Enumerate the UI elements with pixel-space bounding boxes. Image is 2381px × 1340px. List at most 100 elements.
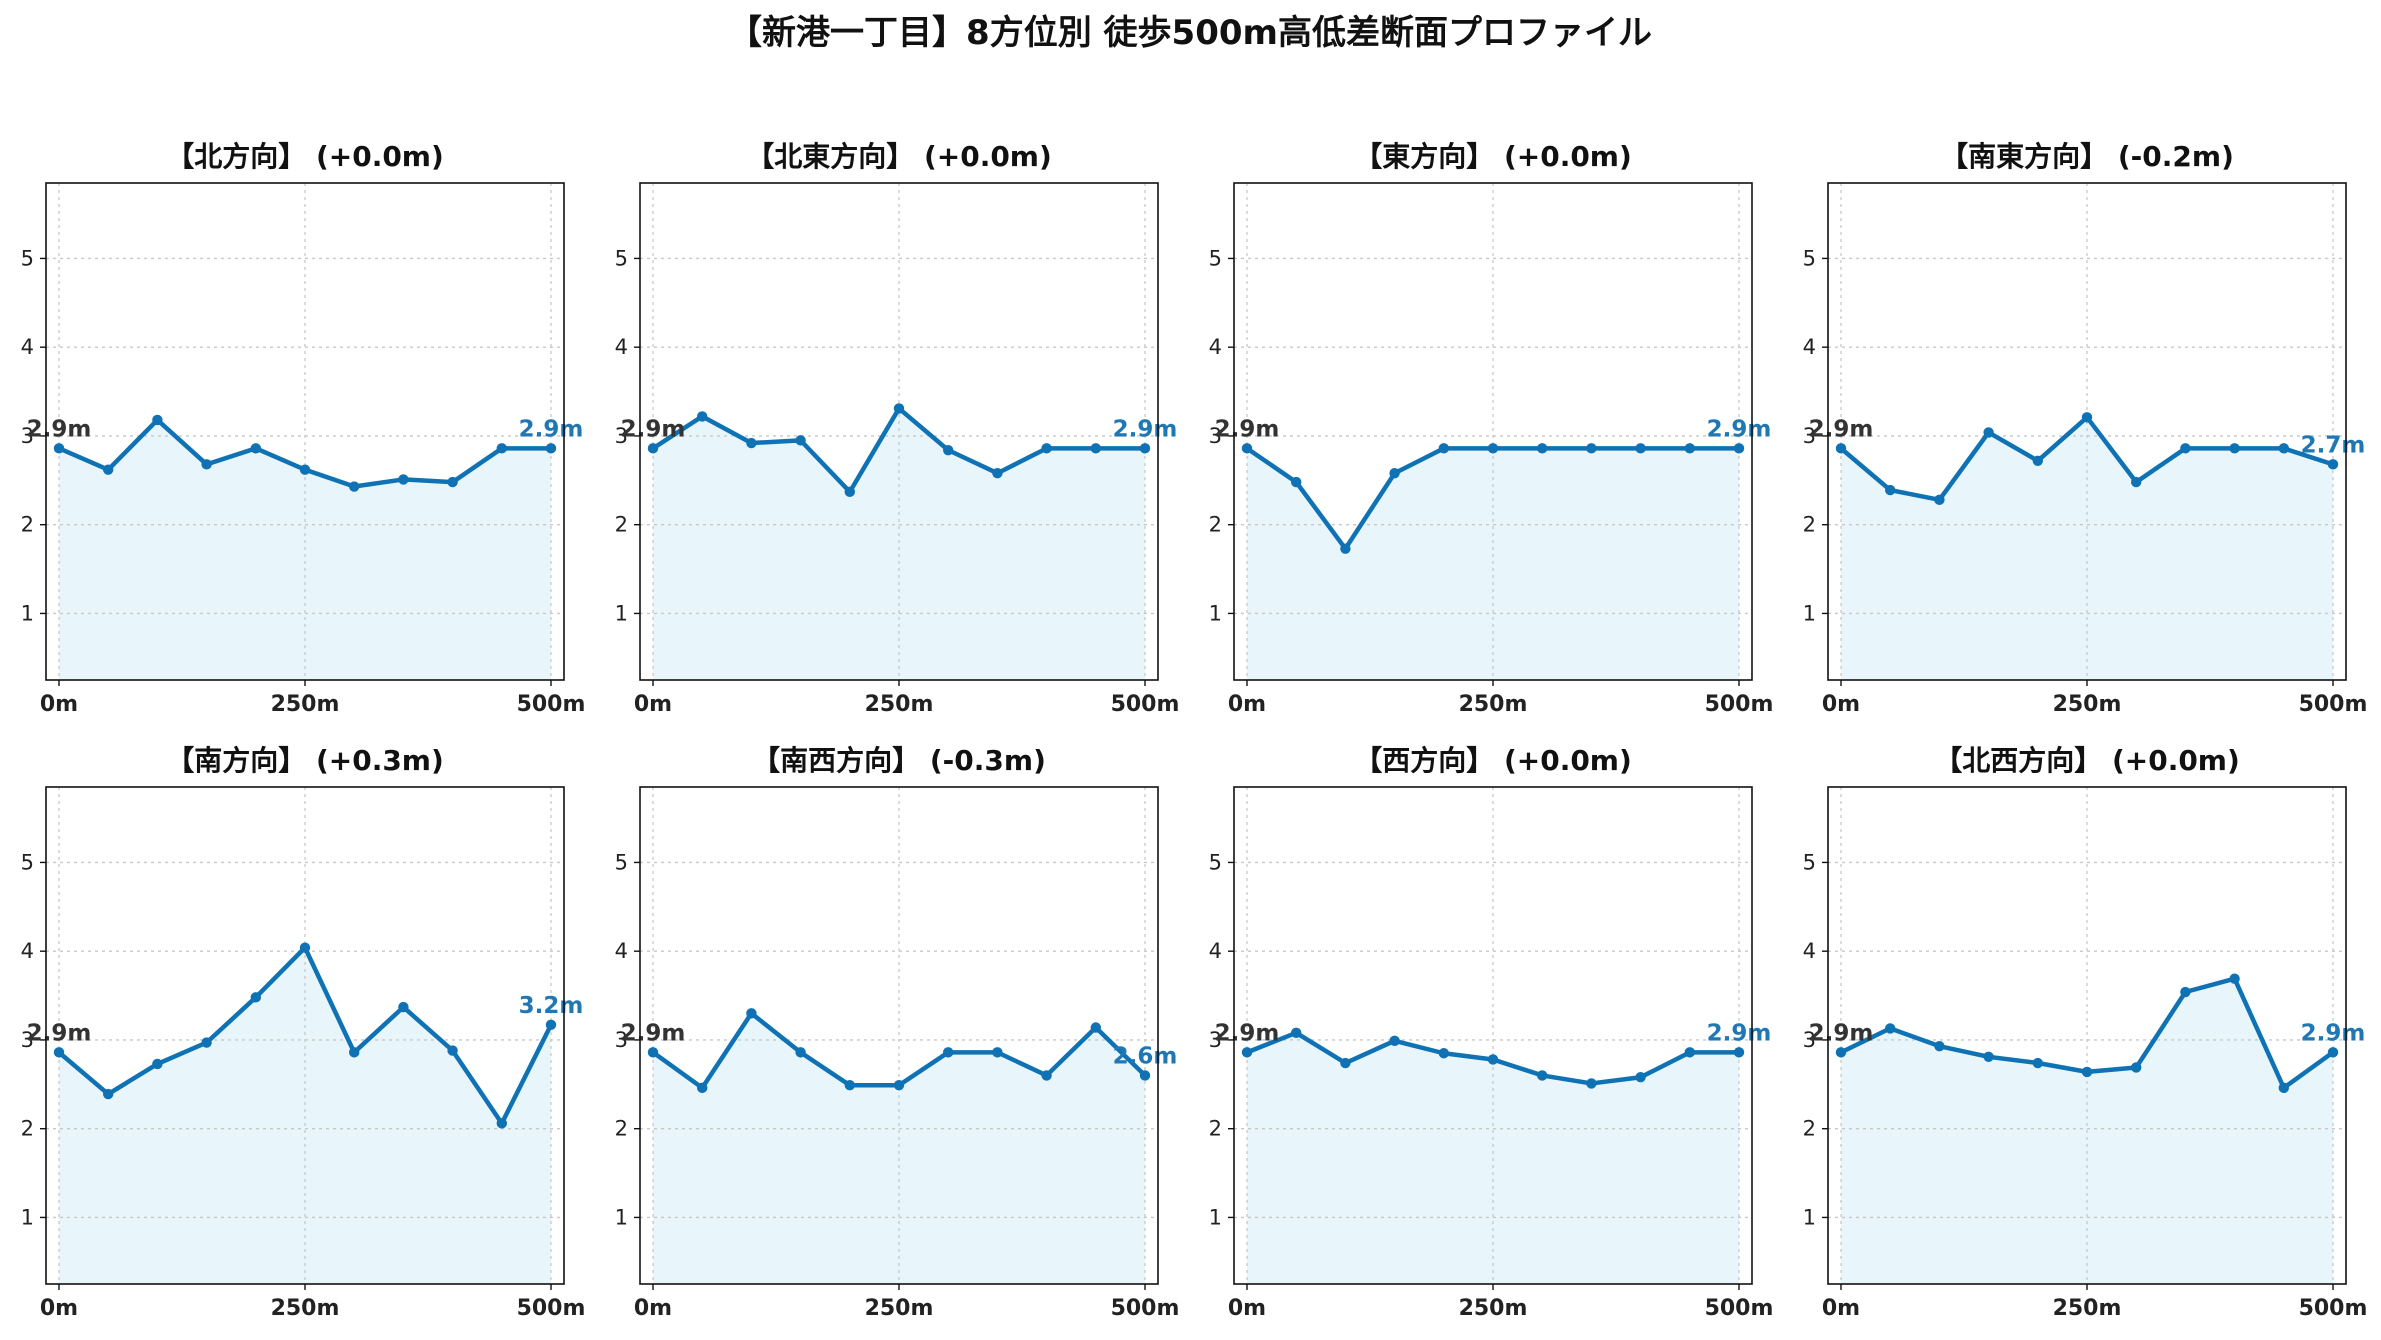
data-point bbox=[1291, 1027, 1302, 1039]
panel-title: 【北東方向】 (+0.0m) bbox=[746, 140, 1052, 173]
data-point bbox=[1885, 1023, 1896, 1034]
end-elevation-label: 2.9m bbox=[1113, 416, 1178, 442]
y-tick-label: 2 bbox=[615, 1117, 628, 1141]
y-tick-label: 2 bbox=[1803, 1117, 1816, 1141]
data-point bbox=[943, 1047, 954, 1058]
panel-2: 【東方向】 (+0.0m) 1 2 3 4 5 0m 250m 500m 2.9m 2.9m bbox=[1209, 140, 1774, 717]
y-tick-label: 2 bbox=[21, 1117, 34, 1141]
data-point bbox=[2032, 1057, 2044, 1069]
x-tick-label: 250m bbox=[2053, 692, 2122, 717]
y-tick-label: 2 bbox=[1209, 1117, 1222, 1141]
y-tick-label: 5 bbox=[1803, 850, 1816, 874]
x-tick-label: 500m bbox=[517, 692, 586, 717]
data-point bbox=[1241, 1047, 1253, 1058]
data-point bbox=[1586, 1078, 1597, 1089]
y-tick-label: 1 bbox=[1803, 1205, 1816, 1229]
plot-frame bbox=[1233, 182, 1753, 681]
plot-frame bbox=[1827, 786, 2347, 1285]
data-point bbox=[349, 1047, 360, 1058]
data-point bbox=[1835, 1047, 1847, 1058]
data-point bbox=[447, 1045, 458, 1056]
y-tick-label: 2 bbox=[615, 513, 628, 537]
data-point bbox=[647, 1047, 659, 1058]
data-point bbox=[795, 435, 806, 446]
data-point bbox=[103, 1088, 114, 1100]
y-tick-label: 3 bbox=[1803, 424, 1816, 448]
data-point bbox=[697, 1082, 708, 1094]
panel-5: 【南西方向】 (-0.3m) 1 2 3 4 5 0m 250m 500m 2.9m 2.6m bbox=[615, 744, 1180, 1321]
panel-title: 【西方向】 (+0.0m) bbox=[1354, 744, 1632, 777]
panel-title: 【北方向】 (+0.0m) bbox=[166, 140, 444, 173]
x-tick-label: 250m bbox=[271, 692, 340, 717]
data-point bbox=[2081, 1066, 2093, 1078]
x-tick-label: 0m bbox=[1228, 1296, 1266, 1321]
data-point bbox=[53, 443, 65, 454]
data-point bbox=[647, 443, 659, 454]
data-point bbox=[1537, 443, 1548, 454]
data-point bbox=[697, 411, 708, 422]
end-elevation-label: 2.7m bbox=[2301, 432, 2366, 458]
data-point bbox=[1487, 1054, 1499, 1065]
data-point bbox=[1487, 443, 1499, 454]
data-point bbox=[2180, 986, 2191, 998]
data-point bbox=[1635, 1072, 1646, 1083]
data-point bbox=[2081, 412, 2093, 423]
data-point bbox=[1684, 1047, 1696, 1058]
data-point bbox=[201, 1037, 212, 1048]
data-point bbox=[1041, 1070, 1052, 1081]
panel-0: 【北方向】 (+0.0m) 1 2 3 4 5 0m 250m 500m 2.9m 2.9m bbox=[21, 140, 586, 717]
data-point bbox=[250, 443, 261, 454]
data-point bbox=[1934, 494, 1945, 506]
data-point bbox=[992, 468, 1003, 479]
y-tick-label: 4 bbox=[1803, 335, 1816, 359]
panel-title: 【南西方向】 (-0.3m) bbox=[752, 744, 1046, 777]
x-tick-label: 500m bbox=[1705, 692, 1774, 717]
x-tick-label: 0m bbox=[1822, 692, 1860, 717]
y-tick-label: 5 bbox=[1209, 850, 1222, 874]
data-point bbox=[53, 1047, 65, 1058]
y-tick-label: 5 bbox=[615, 850, 628, 874]
data-point bbox=[496, 1118, 507, 1129]
start-elevation-label: 2.9m bbox=[1215, 416, 1280, 442]
end-elevation-label: 2.9m bbox=[519, 416, 584, 442]
data-point bbox=[496, 443, 507, 454]
x-tick-label: 500m bbox=[1705, 1296, 1774, 1321]
y-tick-label: 3 bbox=[21, 424, 34, 448]
plot-frame bbox=[1827, 182, 2347, 681]
y-tick-label: 3 bbox=[21, 1028, 34, 1052]
data-point bbox=[844, 1080, 855, 1091]
data-point bbox=[2229, 443, 2240, 454]
y-tick-label: 4 bbox=[615, 335, 628, 359]
x-tick-label: 0m bbox=[634, 1296, 672, 1321]
data-point bbox=[1340, 543, 1351, 554]
data-point bbox=[1438, 443, 1450, 454]
data-point bbox=[250, 992, 261, 1003]
plot-frame bbox=[639, 182, 1159, 681]
y-tick-label: 3 bbox=[615, 1028, 628, 1052]
data-point bbox=[1885, 484, 1896, 496]
data-point bbox=[545, 443, 557, 454]
y-tick-label: 1 bbox=[1209, 1205, 1222, 1229]
data-point bbox=[1983, 1051, 1994, 1063]
y-tick-label: 3 bbox=[1803, 1028, 1816, 1052]
panel-3: 【南東方向】 (-0.2m) 1 2 3 4 5 0m 250m 500m 2.9m 2.7m bbox=[1803, 140, 2368, 717]
data-point bbox=[2131, 1062, 2142, 1073]
data-point bbox=[152, 1058, 163, 1070]
x-tick-label: 250m bbox=[865, 692, 934, 717]
x-tick-label: 250m bbox=[2053, 1296, 2122, 1321]
y-tick-label: 1 bbox=[615, 601, 628, 625]
y-tick-label: 2 bbox=[21, 513, 34, 537]
data-point bbox=[992, 1047, 1003, 1058]
data-point bbox=[2032, 455, 2044, 466]
data-point bbox=[1389, 1035, 1400, 1047]
start-elevation-label: 2.9m bbox=[1809, 1020, 1874, 1046]
data-point bbox=[299, 942, 311, 953]
start-elevation-label: 2.9m bbox=[1215, 1020, 1280, 1046]
data-point bbox=[1041, 443, 1052, 454]
data-point bbox=[746, 1008, 757, 1019]
panel-4: 【南方向】 (+0.3m) 1 2 3 4 5 0m 250m 500m 2.9m 3.2m bbox=[21, 744, 586, 1321]
x-tick-label: 250m bbox=[1459, 692, 1528, 717]
data-point bbox=[893, 403, 905, 414]
